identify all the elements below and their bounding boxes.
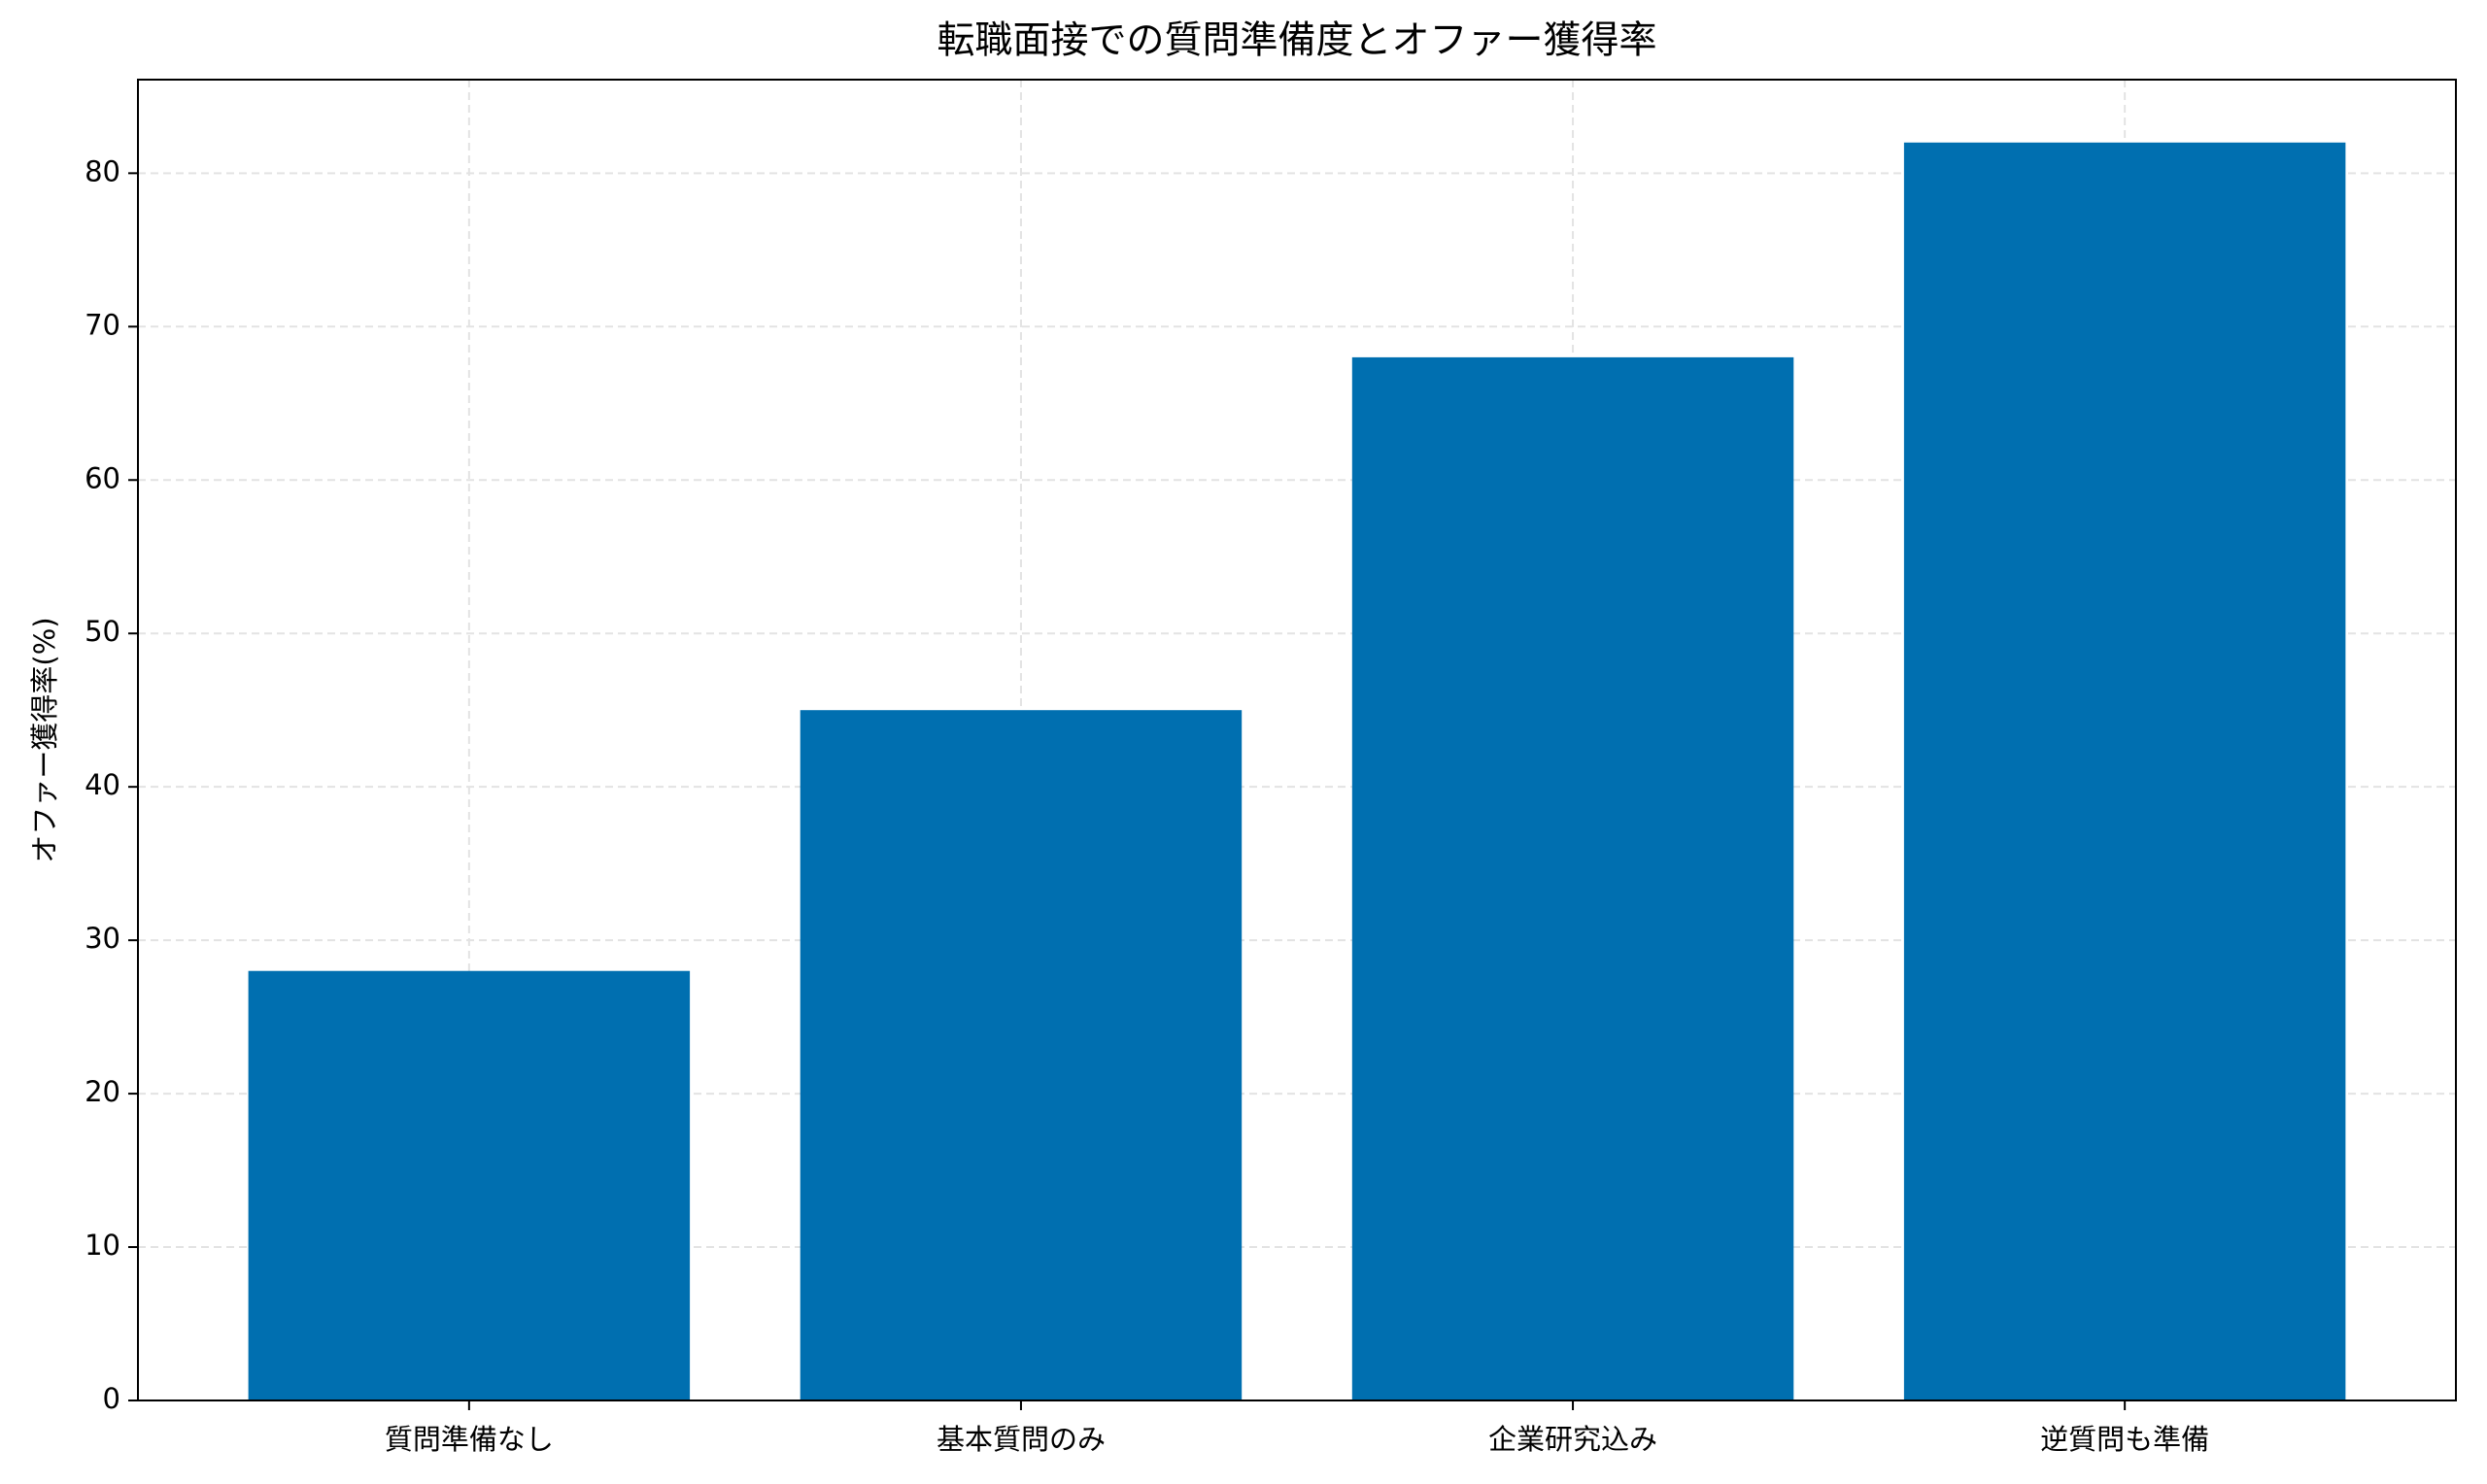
x-tick-label: 質問準備なし bbox=[385, 1423, 554, 1456]
y-tick-label: 70 bbox=[85, 308, 120, 341]
x-tick-label: 逆質問も準備 bbox=[2040, 1423, 2209, 1456]
y-tick-label: 40 bbox=[85, 768, 120, 801]
y-tick-label: 50 bbox=[85, 615, 120, 648]
bar bbox=[1351, 356, 1794, 1400]
bar bbox=[248, 970, 691, 1400]
y-tick-label: 60 bbox=[85, 461, 120, 494]
y-tick-label: 10 bbox=[85, 1229, 120, 1262]
plot-frame bbox=[137, 79, 2457, 1401]
bar bbox=[1903, 142, 2346, 1400]
x-tick-label: 企業研究込み bbox=[1488, 1423, 1657, 1456]
bar bbox=[800, 710, 1243, 1400]
y-tick-label: 30 bbox=[85, 922, 120, 955]
y-tick-label: 20 bbox=[85, 1075, 120, 1108]
chart-title: 転職面接での質問準備度とオファー獲得率 bbox=[937, 19, 1656, 63]
y-tick-label: 0 bbox=[103, 1382, 120, 1415]
y-axis-label: オファー獲得率(%) bbox=[28, 617, 61, 862]
y-tick-label: 80 bbox=[85, 154, 120, 187]
x-tick-label: 基本質問のみ bbox=[937, 1423, 1106, 1456]
